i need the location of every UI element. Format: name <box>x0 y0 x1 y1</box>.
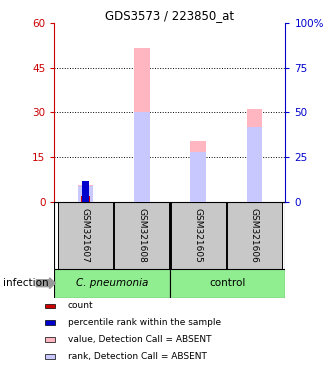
Bar <box>134 48 150 202</box>
Text: C. pneumonia: C. pneumonia <box>76 278 148 288</box>
Bar <box>78 186 93 202</box>
Bar <box>190 152 206 202</box>
Bar <box>170 269 285 298</box>
Text: infection: infection <box>3 278 49 288</box>
Bar <box>247 109 262 202</box>
Bar <box>247 127 262 202</box>
Bar <box>114 202 169 269</box>
Bar <box>54 269 170 298</box>
Bar <box>134 113 150 202</box>
Text: control: control <box>210 278 246 288</box>
Title: GDS3573 / 223850_at: GDS3573 / 223850_at <box>105 9 235 22</box>
Bar <box>46 354 55 359</box>
Bar <box>81 196 90 202</box>
Bar <box>58 202 113 269</box>
Bar <box>227 202 282 269</box>
Text: percentile rank within the sample: percentile rank within the sample <box>68 318 221 327</box>
Bar <box>46 337 55 342</box>
Bar <box>46 304 55 308</box>
Text: GSM321607: GSM321607 <box>81 208 90 263</box>
Bar <box>78 185 93 202</box>
Bar <box>46 321 55 325</box>
Text: GSM321605: GSM321605 <box>194 208 203 263</box>
Text: count: count <box>68 301 93 311</box>
Text: GSM321608: GSM321608 <box>137 208 146 263</box>
Text: rank, Detection Call = ABSENT: rank, Detection Call = ABSENT <box>68 352 207 361</box>
Bar <box>82 181 89 202</box>
Bar <box>171 202 226 269</box>
Text: value, Detection Call = ABSENT: value, Detection Call = ABSENT <box>68 335 211 344</box>
Bar <box>190 141 206 202</box>
Text: GSM321606: GSM321606 <box>250 208 259 263</box>
